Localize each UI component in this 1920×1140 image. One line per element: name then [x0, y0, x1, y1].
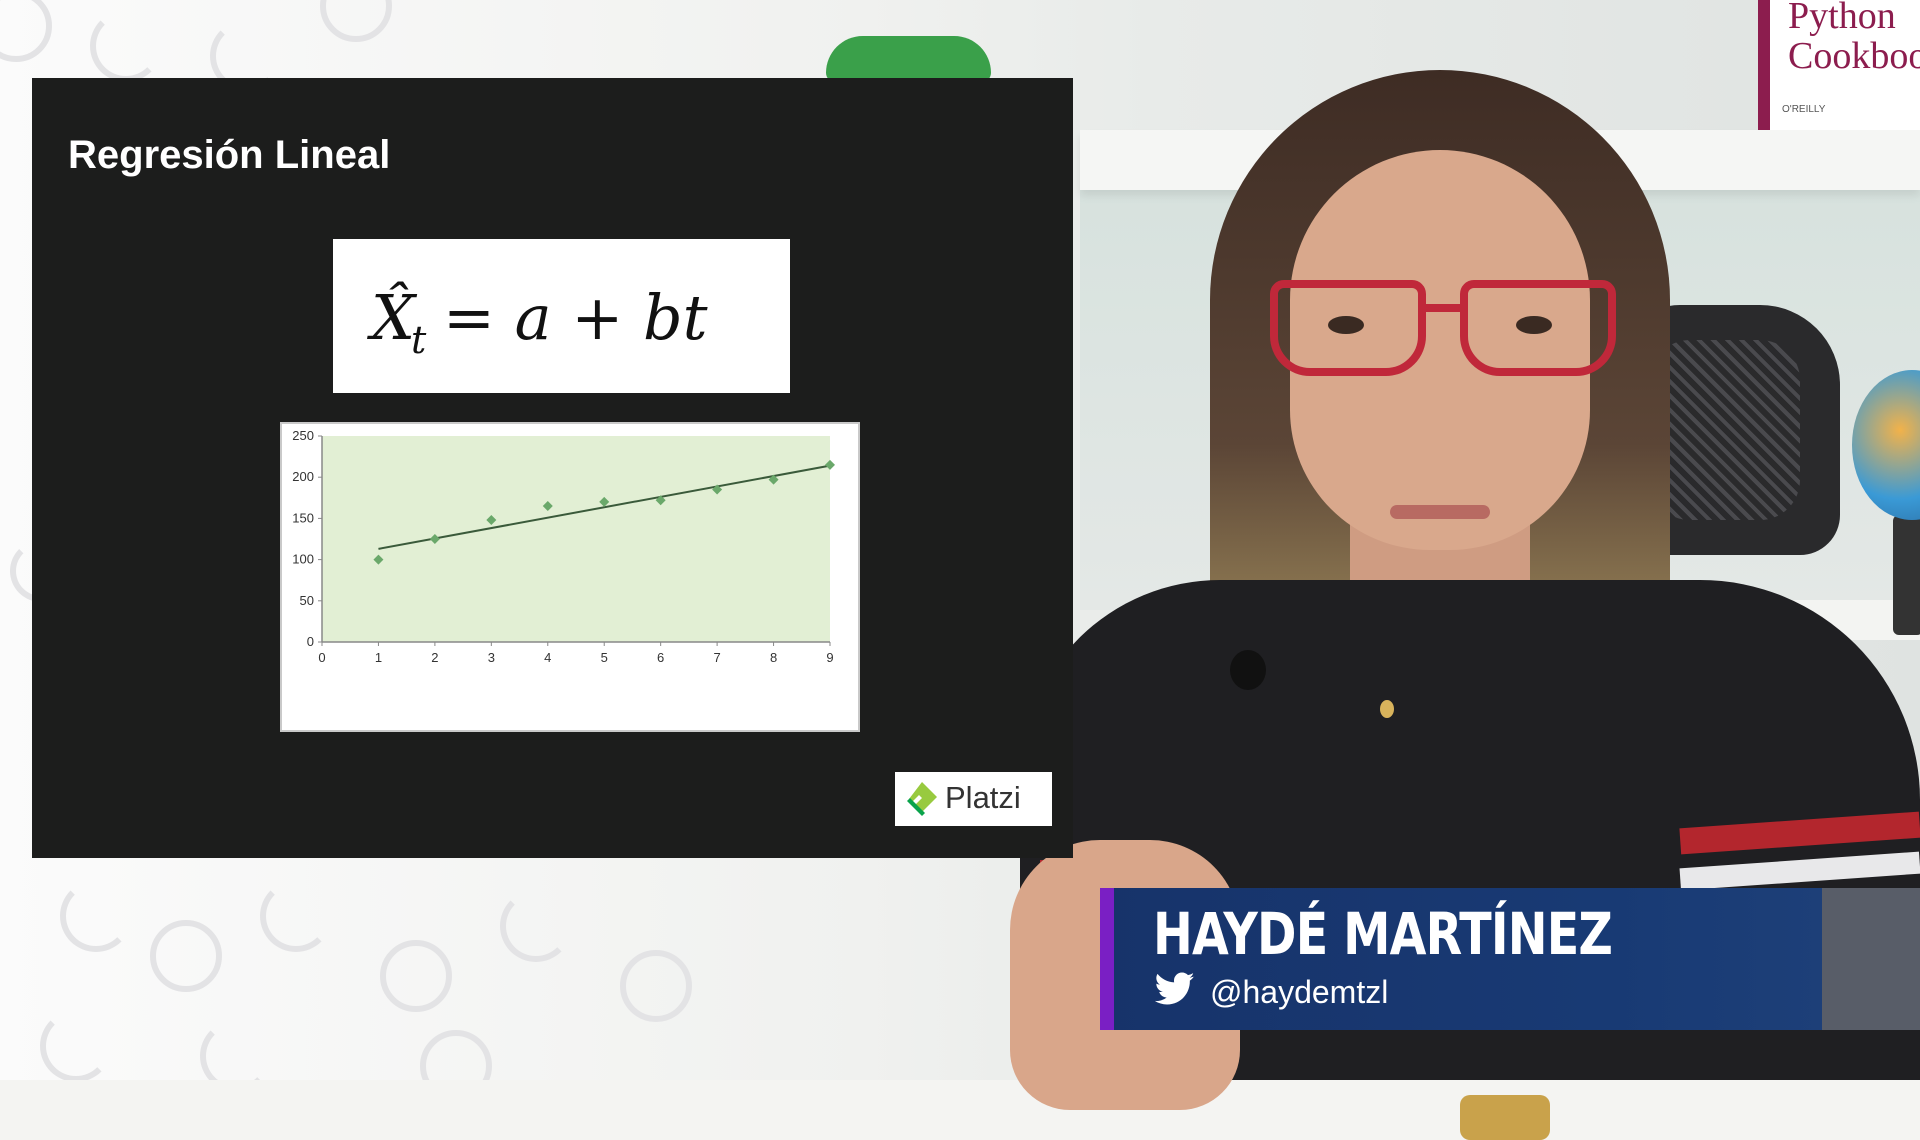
- formula-box: X̂ t = a + bt: [333, 239, 790, 393]
- presenter-face: [1290, 150, 1590, 550]
- background-pattern: [500, 890, 572, 962]
- plot-area: [322, 436, 830, 642]
- y-tick-label: 200: [292, 469, 314, 484]
- lower-third: HAYDÉ MARTÍNEZ @haydemtzl: [1100, 888, 1822, 1030]
- data-point: [712, 484, 723, 495]
- eye: [1516, 316, 1552, 334]
- data-point: [373, 554, 384, 565]
- presentation-slide: Regresión Lineal X̂ t = a + bt 0 1 2 3 4 5 6 7 8…: [32, 78, 1073, 858]
- background-pattern: [320, 0, 392, 42]
- data-point: [768, 474, 779, 485]
- lower-third-accent: [1100, 888, 1114, 1030]
- glasses-bridge: [1422, 304, 1462, 312]
- mouth: [1390, 505, 1490, 519]
- background-pattern: [620, 950, 692, 1022]
- eye: [1328, 316, 1364, 334]
- platzi-icon: [907, 782, 937, 816]
- chart: 0 1 2 3 4 5 6 7 8 9 0 50 100 150 200 250: [280, 422, 860, 732]
- glasses-lens: [1460, 280, 1616, 376]
- book: [1758, 0, 1920, 130]
- data-point: [655, 495, 666, 506]
- x-tick-label: 1: [375, 650, 382, 665]
- book-title: Python Cookbook: [1788, 0, 1920, 77]
- x-tick-label: 7: [713, 650, 720, 665]
- chart-svg: 0 1 2 3 4 5 6 7 8 9 0 50 100 150 200 250: [292, 428, 835, 665]
- data-point: [599, 496, 610, 507]
- x-ticks: 0 1 2 3 4 5 6 7 8 9: [318, 642, 834, 665]
- platzi-wordmark: Platzi: [945, 780, 1021, 815]
- formula: X̂ t = a + bt: [367, 281, 708, 362]
- y-tick-label: 100: [292, 552, 314, 567]
- trendline: [378, 464, 831, 550]
- background-pattern: [420, 1030, 492, 1080]
- x-tick-label: 2: [431, 650, 438, 665]
- formula-subscript: t: [411, 318, 427, 362]
- twitter-handle: @haydemtzl: [1210, 974, 1389, 1010]
- background-pattern: [90, 10, 162, 82]
- y-ticks: 0 50 100 150 200 250: [292, 428, 322, 649]
- data-point: [542, 501, 553, 512]
- background-pattern: [200, 1020, 272, 1080]
- x-tick-label: 5: [601, 650, 608, 665]
- data-points: [373, 459, 835, 565]
- y-tick-label: 50: [300, 593, 314, 608]
- y-tick-label: 150: [292, 510, 314, 525]
- background-pattern: [60, 880, 132, 952]
- glasses: [1250, 280, 1630, 376]
- background-pattern: [150, 920, 222, 992]
- glasses-lens: [1270, 280, 1426, 376]
- background-pattern: [380, 940, 452, 1012]
- background-pattern: [0, 0, 52, 62]
- x-tick-label: 4: [544, 650, 551, 665]
- lower-third-tail: [1822, 888, 1920, 1030]
- book-publisher: O'REILLY: [1782, 104, 1826, 115]
- data-point: [825, 459, 835, 470]
- presenter-name: HAYDÉ MARTÍNEZ: [1153, 900, 1613, 968]
- formula-rhs: = a + bt: [443, 281, 708, 354]
- y-tick-label: 250: [292, 428, 314, 443]
- background-pattern: [260, 880, 332, 952]
- x-tick-label: 3: [488, 650, 495, 665]
- x-tick-label: 9: [826, 650, 833, 665]
- y-tick-label: 0: [307, 634, 314, 649]
- green-toy: [826, 36, 991, 82]
- x-tick-label: 6: [657, 650, 664, 665]
- x-tick-label: 8: [770, 650, 777, 665]
- formula-lhs: X̂: [367, 281, 418, 354]
- twitter-bird-icon: [1155, 972, 1195, 1005]
- slide-title: Regresión Lineal: [68, 133, 391, 177]
- globe-stand: [1893, 515, 1920, 635]
- data-point: [486, 515, 497, 526]
- platzi-logo: Platzi: [895, 772, 1052, 826]
- wristwatch: [1460, 1095, 1550, 1140]
- necklace-pendant: [1380, 700, 1394, 718]
- x-tick-label: 0: [318, 650, 325, 665]
- data-point: [429, 534, 440, 544]
- lapel-microphone: [1230, 650, 1266, 690]
- background-pattern: [40, 1010, 112, 1080]
- chair-mesh: [1650, 340, 1800, 520]
